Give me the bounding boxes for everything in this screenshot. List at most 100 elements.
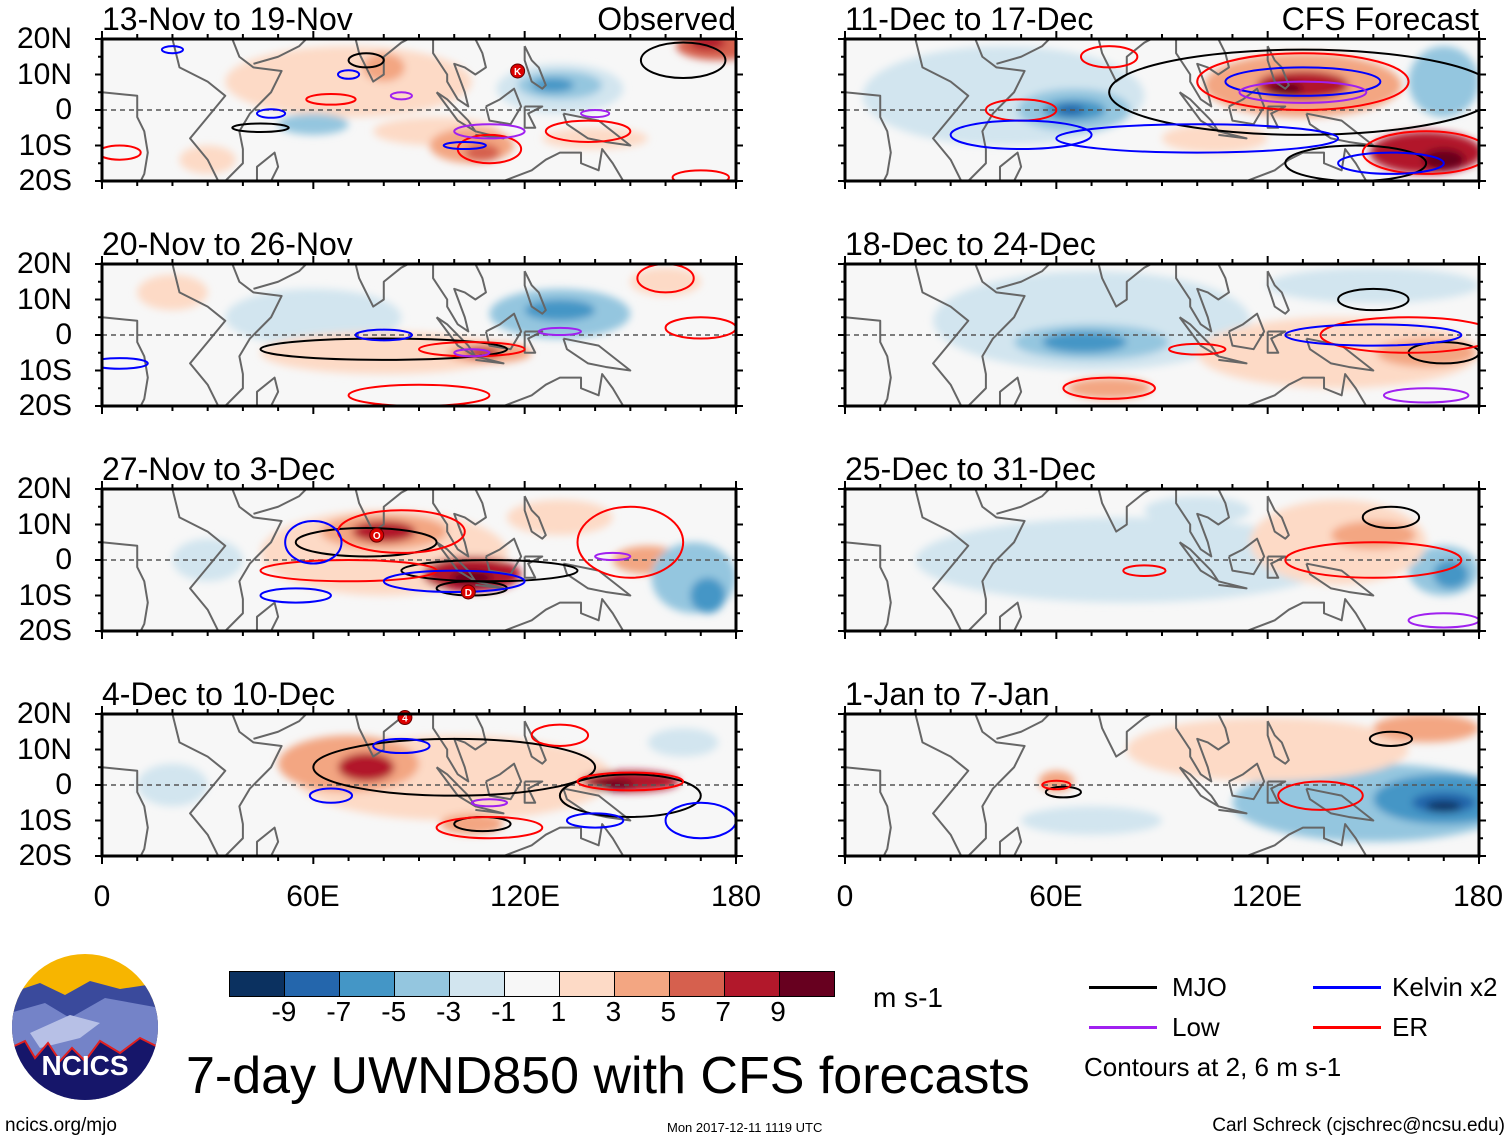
coastline (1266, 45, 1290, 90)
coastline (1266, 330, 1287, 354)
wind-anomaly-shading (1422, 149, 1465, 171)
coastline (484, 537, 523, 576)
er-contour (576, 771, 685, 792)
coastline (1305, 787, 1375, 822)
er-contour (1041, 779, 1072, 791)
footer-url[interactable]: ncics.org/mjo (5, 1115, 117, 1136)
lon-label: 120E (1231, 880, 1303, 913)
lat-label: 0 (55, 93, 72, 126)
panel-title: 4-Dec to 10-Dec (102, 676, 335, 712)
coastline (102, 766, 149, 856)
panel-title: 1-Jan to 7-Jan (845, 676, 1050, 712)
wind-anomaly-shading (278, 113, 349, 135)
er-contour (1122, 564, 1167, 577)
panel-title: 13-Nov to 19-Nov (102, 1, 353, 37)
coastline (1227, 312, 1266, 351)
er-contour (1319, 316, 1479, 354)
coastline (998, 376, 1023, 406)
coastline (1097, 714, 1152, 758)
low-contour (389, 91, 413, 101)
axis-ticks (838, 481, 1486, 639)
wind-anomaly-shading (225, 288, 402, 346)
coastline (523, 105, 544, 129)
coastline (845, 316, 892, 406)
lat-label: 20N (16, 472, 72, 505)
wind-anomaly-shading (337, 753, 395, 782)
coastline (224, 714, 283, 856)
coastline (432, 714, 487, 783)
er-contour (1196, 52, 1410, 111)
tropical-cyclone-icon: K (510, 63, 526, 79)
wind-anomaly-shading (690, 577, 726, 614)
coastline (1178, 541, 1220, 583)
low-contour (594, 551, 632, 561)
er-contour (1079, 45, 1139, 69)
coastline (253, 714, 307, 740)
coastline (432, 39, 487, 108)
coastline (998, 826, 1023, 856)
coastline (998, 151, 1023, 181)
lat-label: 20S (18, 839, 72, 872)
coastline (432, 489, 487, 558)
wind-anomaly-shading (1021, 806, 1162, 835)
low-contour (470, 798, 509, 808)
coastline (484, 312, 523, 351)
anomaly-map (838, 31, 1486, 189)
coastline (1305, 112, 1375, 147)
panel-source-tag: Observed (597, 1, 736, 37)
mjo-contour (1361, 505, 1421, 530)
lon-label: 180 (1452, 880, 1504, 913)
legend-low: Low (1172, 1012, 1220, 1042)
kelvin-contour (102, 357, 149, 370)
kelvin-contour (1337, 151, 1445, 175)
coastline (171, 489, 227, 631)
wind-anomaly-shading (1373, 714, 1479, 743)
colorbar-swatch (779, 972, 834, 996)
coastline (102, 91, 149, 181)
wind-anomaly-shading (1126, 717, 1409, 782)
coastline (1266, 495, 1290, 540)
coastline (967, 39, 1026, 181)
axis-ticks (838, 31, 1486, 189)
legend-er: ER (1392, 1012, 1429, 1042)
lat-label: 10S (18, 803, 72, 837)
coastline (102, 541, 149, 631)
kelvin-contour (336, 69, 361, 80)
tropical-cyclone-icon: D (460, 584, 476, 600)
coastline (1227, 762, 1266, 801)
low-contour (1382, 387, 1470, 404)
coastline (1175, 39, 1230, 108)
storm-label: O (373, 531, 381, 542)
coastline (435, 541, 477, 583)
coastline (1246, 373, 1368, 406)
colorbar-units: m s-1 (873, 982, 943, 1013)
wind-anomaly-shading (464, 143, 501, 162)
coastline (255, 601, 280, 631)
coastline (1266, 720, 1290, 765)
wind-anomaly-shading (524, 299, 596, 321)
anomaly-map (95, 256, 743, 414)
coastline (1097, 489, 1152, 533)
wind-anomaly-shading (933, 271, 1251, 371)
wind-anomaly-shading (225, 46, 472, 118)
low-contour (1238, 80, 1368, 104)
footer-timestamp: Mon 2017-12-11 1119 UTC (667, 1120, 823, 1135)
colorbar-swatch (559, 972, 614, 996)
panel-title: 11-Dec to 17-Dec (845, 1, 1094, 37)
colorbar-label: 5 (660, 996, 677, 1027)
er-contour (347, 383, 491, 406)
storm-label: D (465, 588, 472, 599)
panel-title: 20-Nov to 26-Nov (102, 226, 353, 262)
footer-author: Carl Schreck (cjschrec@ncsu.edu) (1212, 1115, 1505, 1136)
er-contour (1062, 376, 1156, 400)
er-contour (530, 723, 590, 747)
logo-text: NCICS (41, 1050, 128, 1081)
anomaly-map: OD (95, 481, 743, 639)
kelvin-contour (1224, 66, 1382, 97)
coastline (102, 316, 149, 406)
coastline (253, 39, 307, 65)
kelvin-contour (259, 587, 332, 604)
wind-anomaly-shading (1162, 124, 1268, 153)
coastline (1218, 580, 1248, 590)
coastline (1227, 87, 1266, 126)
